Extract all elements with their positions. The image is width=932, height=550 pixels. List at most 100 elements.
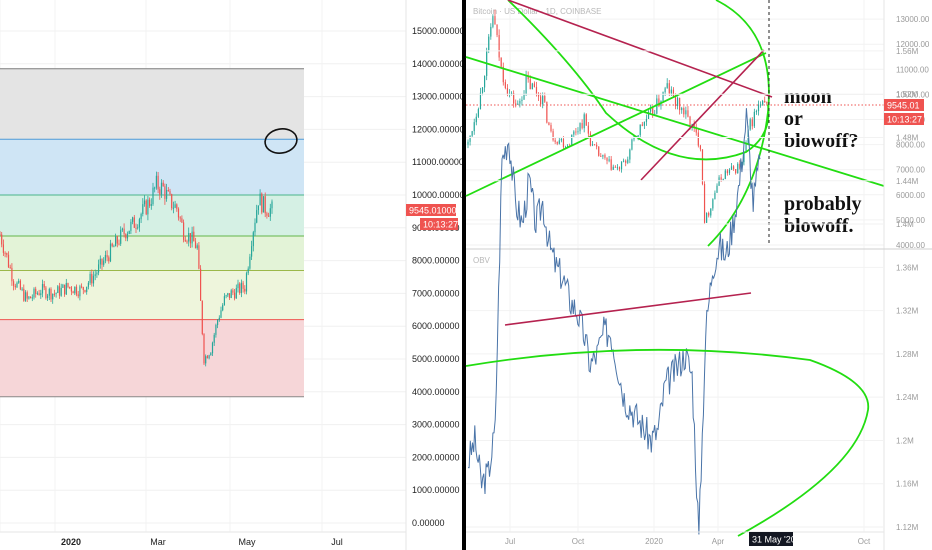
candle (82, 287, 84, 291)
candle (529, 79, 531, 90)
left-time-axis[interactable]: 2020 Mar May Jul (0, 531, 406, 547)
y-tick-label: 4000.00000 (412, 387, 460, 397)
candle (637, 135, 639, 138)
y-tick-label: 1.48M (896, 133, 919, 142)
candle (718, 177, 720, 186)
candle (65, 282, 67, 295)
candle (137, 227, 139, 229)
candle (610, 159, 612, 170)
fib-zone (0, 236, 304, 271)
candle (728, 169, 731, 174)
candle (201, 300, 203, 335)
candle (50, 288, 52, 300)
candle (75, 286, 78, 295)
candle (542, 95, 544, 105)
candle (234, 292, 236, 299)
candle (28, 296, 30, 299)
candle (132, 217, 134, 222)
pane-divider[interactable] (462, 0, 466, 550)
candle (481, 87, 484, 93)
candle (19, 280, 21, 290)
obv-trendline[interactable] (504, 292, 752, 326)
left-price-tag-text: 9545.01000 (409, 206, 457, 216)
candle (47, 295, 49, 298)
obv-line (467, 108, 761, 535)
candle (587, 125, 589, 134)
right-top-grid (466, 0, 884, 532)
candle (257, 205, 259, 211)
candle (220, 310, 222, 318)
y-tick-label: 1.52M (896, 90, 919, 99)
candle (36, 293, 38, 295)
candle (123, 228, 125, 235)
candle (726, 170, 728, 174)
candle (596, 144, 598, 147)
candle (513, 93, 515, 104)
candle (62, 284, 64, 288)
candle (720, 177, 722, 180)
trendlines[interactable] (507, 0, 773, 181)
candle (475, 116, 477, 123)
candle (612, 166, 614, 170)
candle (237, 283, 239, 289)
candle (108, 257, 110, 262)
candle (171, 194, 173, 209)
candle (104, 254, 106, 261)
annotation-line: or (784, 108, 803, 130)
candle (757, 104, 760, 112)
y-tick-label: 10000.00 (896, 90, 930, 99)
candle (762, 100, 764, 105)
candle (477, 109, 479, 117)
x-tick-label: Oct (572, 537, 585, 546)
candle (96, 272, 98, 275)
x-tick-label: 2020 (61, 537, 81, 547)
x-tick-label: Oct (858, 537, 871, 546)
y-tick-label: 1.12M (896, 523, 919, 532)
annotation-moon-or-blowoff: moon or blowoff? (784, 86, 858, 152)
obv-grid (466, 50, 884, 528)
candle (674, 96, 677, 107)
candle (130, 221, 132, 231)
candle (755, 111, 758, 113)
candle (183, 222, 185, 240)
candle (252, 232, 254, 247)
candle (730, 166, 733, 170)
candle (92, 275, 95, 284)
candle (189, 233, 191, 244)
left-price-axis[interactable]: 15000.00000 14000.00000 13000.00000 12000.0… (412, 26, 465, 528)
candle (687, 110, 689, 117)
candle (251, 246, 253, 257)
candle (145, 200, 147, 215)
y-tick-label: 3000.00000 (412, 420, 460, 430)
candle (200, 268, 202, 301)
candle (629, 149, 631, 160)
candle (504, 82, 506, 89)
candle (544, 95, 546, 102)
candle (685, 110, 687, 115)
obv-axis[interactable]: 1.56M 1.52M 1.48M 1.44M 1.4M 1.36M 1.32M 1.28M 1… (896, 47, 919, 532)
candle (600, 155, 602, 157)
candle (111, 243, 113, 247)
hand-drawn-circle[interactable] (263, 126, 299, 155)
obv-green-curve[interactable] (465, 348, 870, 537)
y-tick-label: 1000.00000 (412, 485, 460, 495)
fib-zone (0, 139, 304, 195)
y-tick-label: 13000.00 (896, 15, 930, 24)
candle (143, 200, 146, 205)
candle (523, 93, 525, 100)
candle (469, 135, 471, 142)
right-time-axis[interactable]: Jul Oct 2020 Apr Oct (505, 537, 871, 546)
candle (706, 212, 708, 223)
candle (160, 182, 163, 195)
obv-title: OBV (473, 256, 491, 265)
candle (650, 107, 652, 112)
candle (581, 123, 583, 129)
candle (13, 281, 15, 286)
candle (24, 292, 27, 301)
fib-retracement-zones[interactable] (0, 68, 304, 398)
y-tick-label: 5000.00000 (412, 354, 460, 364)
y-tick-label: 14000.00000 (412, 59, 465, 69)
candle (264, 196, 266, 214)
candle (87, 282, 89, 287)
candle (652, 107, 654, 115)
